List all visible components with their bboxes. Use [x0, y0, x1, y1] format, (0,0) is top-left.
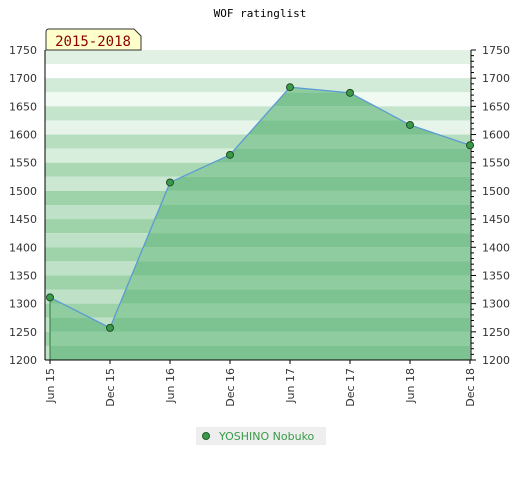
data-points — [46, 83, 474, 332]
background-band — [45, 92, 471, 107]
y-tick-label: 1500 — [9, 185, 37, 198]
legend-box — [196, 427, 326, 445]
area-band — [50, 233, 470, 248]
data-point[interactable] — [286, 83, 294, 92]
legend-entry: YOSHINO Nobuko — [218, 430, 315, 443]
legend[interactable]: YOSHINO Nobuko — [196, 427, 326, 445]
y-tick-label: 1350 — [9, 269, 37, 282]
series-line — [49, 86, 471, 329]
x-axis: Jun 15 Dec 15 Jun 16 Dec 16 Jun 17 Dec 17 Jun … — [44, 360, 477, 407]
area-band — [50, 317, 470, 332]
y-tick-label: 1300 — [9, 298, 37, 311]
background-band — [45, 50, 471, 65]
y-tick-label: 1550 — [482, 157, 510, 170]
y-tick-label: 1450 — [482, 213, 510, 226]
period-badge: 2015-2018 — [45, 28, 142, 51]
area-band — [50, 247, 470, 262]
data-point[interactable] — [226, 150, 234, 159]
y-tick-label: 1650 — [482, 100, 510, 113]
x-tick-label: Dec 16 — [224, 368, 237, 407]
area-band — [50, 261, 470, 276]
y-tick-label: 1750 — [482, 44, 510, 57]
y-axis-left: 1200 1250 1300 1350 1400 1450 1500 1550 1600 1650… — [9, 44, 37, 367]
background-band — [45, 64, 471, 79]
area-band — [50, 289, 470, 304]
area-band — [50, 303, 470, 318]
x-tick-label: Dec 18 — [464, 368, 477, 407]
y-tick-label: 1350 — [482, 269, 510, 282]
area-band — [50, 219, 470, 234]
area-band — [50, 345, 470, 360]
y-tick-label: 1200 — [9, 354, 37, 367]
y-tick-label: 1700 — [482, 72, 510, 85]
chart-title: WOF ratinglist — [214, 7, 307, 20]
y-tick-label: 1450 — [9, 213, 37, 226]
y-axis-right: 1200 1250 1300 1350 1400 1450 1500 1550 1600 1650… — [482, 44, 510, 367]
x-tick-label: Jun 18 — [404, 368, 417, 404]
y-tick-label: 1400 — [9, 241, 37, 254]
axes — [44, 49, 476, 361]
badge-box — [45, 28, 142, 51]
y-tick-label: 1650 — [9, 100, 37, 113]
x-tick-label: Jun 15 — [44, 368, 57, 404]
y-tick-label: 1700 — [9, 72, 37, 85]
y-tick-label: 1300 — [482, 298, 510, 311]
data-point[interactable] — [46, 293, 54, 302]
y-tick-label: 1750 — [9, 44, 37, 57]
background-band — [45, 106, 471, 121]
y-tick-label: 1250 — [482, 326, 510, 339]
y-tick-label: 1400 — [482, 241, 510, 254]
y-tick-label: 1200 — [482, 354, 510, 367]
data-point[interactable] — [106, 323, 114, 332]
data-point[interactable] — [346, 88, 354, 97]
data-point[interactable] — [466, 141, 474, 150]
area-band — [50, 275, 470, 290]
x-tick-label: Dec 17 — [344, 368, 357, 407]
background-band — [45, 78, 471, 93]
data-point[interactable] — [406, 120, 414, 129]
x-tick-label: Dec 15 — [104, 368, 117, 407]
y-tick-label: 1600 — [9, 129, 37, 142]
x-tick-label: Jun 16 — [164, 368, 177, 404]
y-tick-label: 1500 — [482, 185, 510, 198]
x-tick-label: Jun 17 — [284, 368, 297, 404]
y-tick-label: 1550 — [9, 157, 37, 170]
y-tick-label: 1600 — [482, 129, 510, 142]
legend-marker — [202, 432, 210, 440]
area-band — [50, 331, 470, 346]
data-point[interactable] — [166, 178, 174, 187]
y-tick-label: 1250 — [9, 326, 37, 339]
badge-label: 2015-2018 — [55, 34, 131, 50]
